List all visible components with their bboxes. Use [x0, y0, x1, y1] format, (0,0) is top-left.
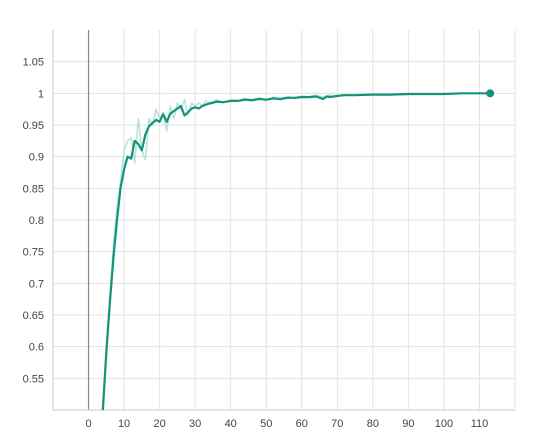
x-tick-label: 20 — [153, 418, 165, 430]
y-tick-label: 0.65 — [23, 310, 44, 322]
y-tick-label: 1 — [38, 88, 44, 100]
x-tick-label: 40 — [225, 418, 237, 430]
tick-labels: 0.55 0.6 0.65 0.7 0.75 0.8 0.85 0.9 0.95 1 1.05 0 10… — [23, 57, 489, 430]
x-tick-label: 100 — [435, 418, 453, 430]
y-tick-label: 0.95 — [23, 120, 44, 132]
x-tick-label: 60 — [296, 418, 308, 430]
smoothed-series-line — [101, 92, 491, 410]
y-tick-label: 0.7 — [29, 278, 44, 290]
last-point-marker[interactable] — [486, 89, 495, 98]
y-tick-label: 0.85 — [23, 183, 44, 195]
x-tick-label: 80 — [367, 418, 379, 430]
y-tick-label: 1.05 — [23, 57, 44, 69]
x-tick-label: 50 — [260, 418, 272, 430]
x-tick-label: 0 — [85, 418, 91, 430]
x-tick-label: 110 — [471, 418, 489, 430]
y-tick-label: 0.75 — [23, 247, 44, 259]
axes — [52, 30, 515, 411]
x-tick-label: 10 — [118, 418, 130, 430]
x-tick-label: 90 — [402, 418, 414, 430]
x-tick-label: 30 — [189, 418, 201, 430]
y-tick-label: 0.55 — [23, 373, 44, 385]
series-lines — [101, 89, 495, 410]
x-tick-label: 70 — [331, 418, 343, 430]
y-tick-label: 0.9 — [29, 152, 44, 164]
y-tick-label: 0.8 — [29, 215, 44, 227]
y-tick-label: 0.6 — [29, 342, 44, 354]
